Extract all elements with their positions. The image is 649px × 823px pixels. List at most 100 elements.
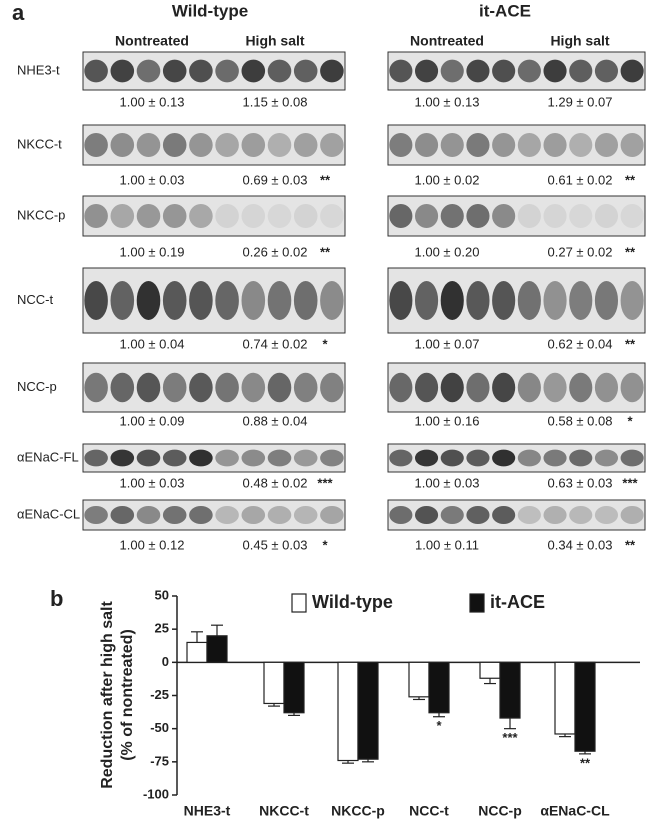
blot-band bbox=[440, 133, 464, 157]
blot-band bbox=[440, 506, 464, 524]
quantification: 1.29 ± 0.07 bbox=[548, 94, 613, 109]
significance: * bbox=[436, 718, 442, 733]
blot-band bbox=[84, 372, 108, 403]
quantification: 1.00 ± 0.13 bbox=[415, 94, 480, 109]
blot-band bbox=[320, 281, 344, 320]
error-bar bbox=[433, 712, 445, 718]
blot-band bbox=[543, 133, 567, 157]
quantification: 0.61 ± 0.02 bbox=[548, 172, 613, 187]
blot-band bbox=[492, 449, 516, 467]
blot-band bbox=[110, 133, 135, 157]
blot-band bbox=[136, 449, 161, 467]
blot bbox=[387, 195, 646, 237]
blot-band bbox=[620, 281, 644, 320]
protein-label: NKCC-t bbox=[17, 136, 62, 151]
blot-band bbox=[320, 204, 344, 228]
blot-band bbox=[569, 372, 593, 403]
y-axis-title: Reduction after high salt bbox=[99, 601, 116, 789]
blot-band bbox=[162, 133, 187, 157]
blot-band bbox=[162, 59, 187, 83]
significance: ** bbox=[580, 755, 591, 770]
quantification: 0.69 ± 0.03 bbox=[243, 172, 308, 187]
blot-band bbox=[492, 372, 516, 403]
quantification: 1.00 ± 0.12 bbox=[120, 537, 185, 552]
blot-band bbox=[136, 204, 161, 228]
blot-band bbox=[620, 449, 644, 467]
panel-label: a bbox=[12, 0, 25, 25]
blot-band bbox=[543, 506, 567, 524]
blot-band bbox=[136, 281, 161, 320]
blot-band bbox=[543, 449, 567, 467]
blot-band bbox=[162, 204, 187, 228]
significance: ** bbox=[625, 336, 636, 351]
blot-band bbox=[293, 449, 318, 467]
bar bbox=[357, 661, 379, 760]
protein-label: αENaC-FL bbox=[17, 449, 79, 464]
quantification: 1.15 ± 0.08 bbox=[243, 94, 308, 109]
significance: * bbox=[627, 413, 633, 428]
blot-band bbox=[620, 59, 644, 83]
error-bar bbox=[191, 631, 203, 643]
blot-band bbox=[440, 449, 464, 467]
protein-label: NCC-p bbox=[17, 379, 57, 394]
y-tick-label: 25 bbox=[155, 621, 169, 636]
blot-band bbox=[241, 372, 266, 403]
error-bar bbox=[288, 712, 300, 717]
quantification: 1.00 ± 0.09 bbox=[120, 413, 185, 428]
quantification: 0.58 ± 0.08 bbox=[548, 413, 613, 428]
quantification: 0.27 ± 0.02 bbox=[548, 244, 613, 259]
quantification: 1.00 ± 0.02 bbox=[415, 172, 480, 187]
blot-band bbox=[293, 59, 318, 83]
x-tick-label: NCC-t bbox=[409, 803, 449, 819]
blot-band bbox=[414, 59, 439, 83]
blot-band bbox=[594, 204, 619, 228]
bar bbox=[283, 661, 305, 714]
blot-band bbox=[620, 372, 644, 403]
bar bbox=[337, 661, 359, 762]
protein-label: NKCC-p bbox=[17, 207, 65, 222]
blot bbox=[387, 124, 646, 166]
significance: *** bbox=[622, 475, 638, 490]
x-tick-label: NCC-p bbox=[478, 803, 522, 819]
quantification: 1.00 ± 0.03 bbox=[120, 475, 185, 490]
group-title: Wild-type bbox=[172, 1, 248, 20]
blot-band bbox=[569, 506, 593, 524]
blot-band bbox=[389, 204, 413, 228]
blot-band bbox=[162, 372, 187, 403]
quantification: 1.00 ± 0.20 bbox=[415, 244, 480, 259]
y-tick-label: -75 bbox=[150, 753, 169, 768]
blot-band bbox=[241, 506, 266, 524]
blot-band bbox=[162, 449, 187, 467]
blot-band bbox=[517, 59, 541, 83]
blot-band bbox=[543, 372, 567, 403]
blot-band bbox=[320, 372, 344, 403]
blot-band bbox=[414, 281, 439, 320]
quantification: 0.62 ± 0.04 bbox=[548, 336, 613, 351]
significance: *** bbox=[502, 730, 518, 745]
error-bar bbox=[484, 678, 496, 685]
blot-band bbox=[466, 449, 490, 467]
blot-band bbox=[492, 204, 516, 228]
blot-band bbox=[215, 59, 239, 83]
blot-band bbox=[189, 59, 213, 83]
blot-band bbox=[189, 449, 213, 467]
blot-band bbox=[110, 59, 135, 83]
blot-band bbox=[594, 281, 619, 320]
blot-band bbox=[162, 281, 187, 320]
significance: * bbox=[322, 336, 328, 351]
blot-band bbox=[110, 281, 135, 320]
error-bar bbox=[579, 751, 591, 755]
bar bbox=[428, 661, 450, 714]
blot-band bbox=[241, 449, 266, 467]
quantification: 0.48 ± 0.02 bbox=[243, 475, 308, 490]
blot-band bbox=[267, 59, 292, 83]
blot-band bbox=[466, 204, 490, 228]
x-tick-label: NHE3-t bbox=[184, 803, 231, 819]
blot-band bbox=[267, 281, 292, 320]
blot-band bbox=[569, 204, 593, 228]
quantification: 0.45 ± 0.03 bbox=[243, 537, 308, 552]
blot-band bbox=[492, 281, 516, 320]
bar bbox=[479, 661, 501, 679]
blot-band bbox=[569, 281, 593, 320]
bar bbox=[574, 661, 596, 752]
